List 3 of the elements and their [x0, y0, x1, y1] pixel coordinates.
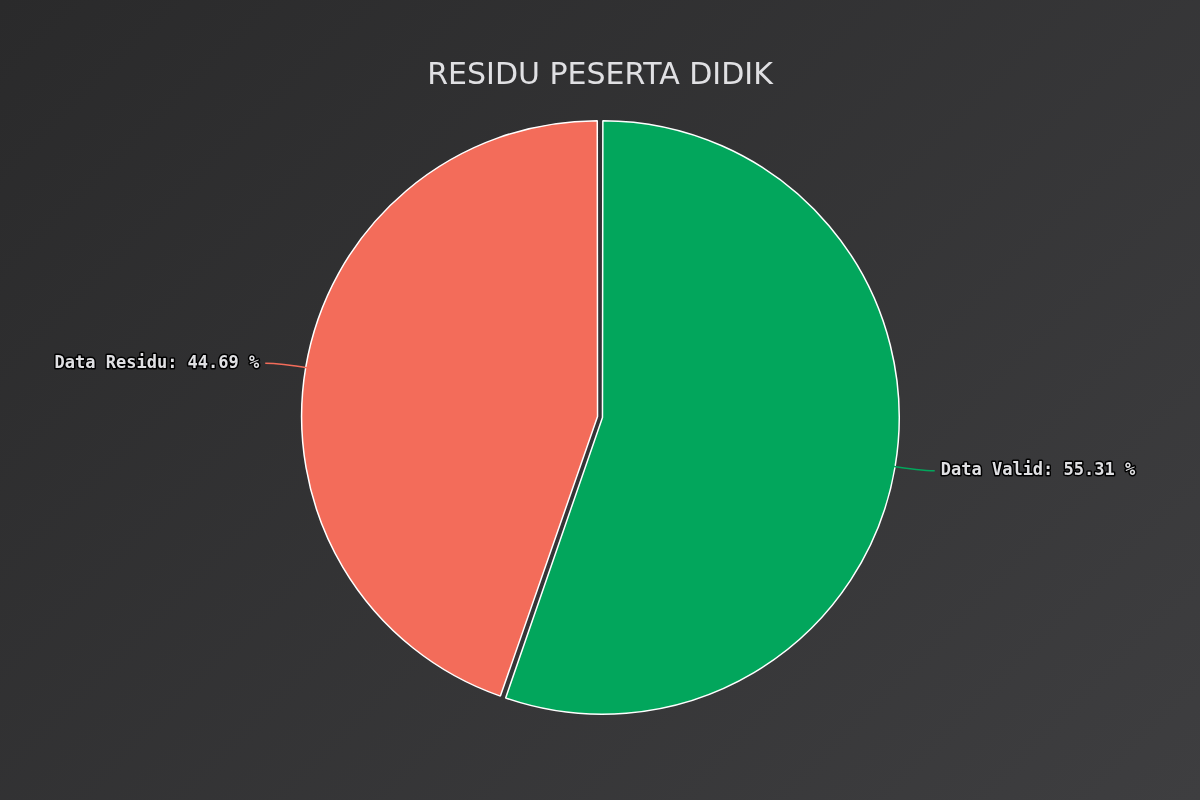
slice-label: Data Residu: 44.69 %	[54, 351, 261, 372]
chart-title: RESIDU PESERTA DIDIK	[427, 55, 775, 91]
slice-label: Data Valid: 55.31 %	[940, 459, 1136, 480]
